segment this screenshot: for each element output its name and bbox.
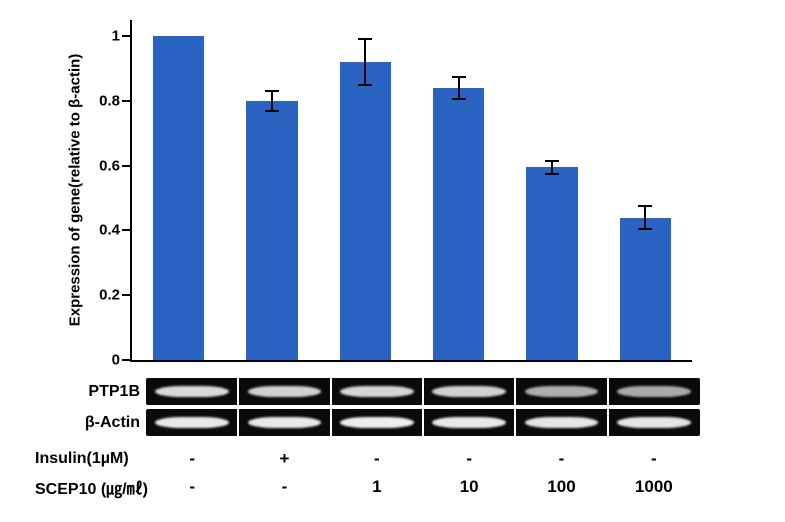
gel-band xyxy=(525,417,599,428)
condition-cell: 100 xyxy=(515,473,607,501)
conditions-section: Insulin(1µM)-+----SCEP10 (㎍/㎖)--11010010… xyxy=(35,445,735,501)
condition-cell: - xyxy=(608,445,700,473)
condition-cell: - xyxy=(238,473,330,501)
gel-band xyxy=(432,417,506,428)
gel-band xyxy=(617,417,691,428)
gel-lane xyxy=(146,409,238,436)
error-bar xyxy=(364,39,366,84)
bar xyxy=(340,62,391,360)
gel-band xyxy=(248,386,322,397)
condition-cell: - xyxy=(515,445,607,473)
gel-row-label: PTP1B xyxy=(35,378,146,405)
gel-lane xyxy=(515,409,607,436)
ytick-label: 1 xyxy=(112,28,120,45)
bar-chart: Expression of gene(relative to β-actin) … xyxy=(130,20,690,360)
error-bar xyxy=(271,91,273,110)
condition-cell: 10 xyxy=(423,473,515,501)
plot-area: 00.20.40.60.81 xyxy=(130,20,692,362)
error-cap xyxy=(545,160,559,162)
error-cap xyxy=(452,98,466,100)
ytick xyxy=(122,165,132,167)
gel-lane xyxy=(238,409,330,436)
ytick xyxy=(122,294,132,296)
gel-lane xyxy=(238,378,330,405)
gel-band xyxy=(525,386,599,397)
error-bar xyxy=(458,77,460,100)
ytick xyxy=(122,100,132,102)
gel-lane xyxy=(423,378,515,405)
error-bar xyxy=(644,206,646,229)
gel-lane xyxy=(608,409,700,436)
ytick xyxy=(122,359,132,361)
bar xyxy=(246,101,297,360)
condition-cell: + xyxy=(238,445,330,473)
gel-band xyxy=(617,386,691,397)
gel-band xyxy=(155,386,229,397)
gel-strip xyxy=(146,378,700,405)
figure-root: Expression of gene(relative to β-actin) … xyxy=(0,0,785,522)
gel-row-label: β-Actin xyxy=(35,409,146,436)
bar xyxy=(153,36,204,360)
error-cap xyxy=(358,84,372,86)
gel-lane xyxy=(331,409,423,436)
error-cap xyxy=(638,228,652,230)
bar xyxy=(433,88,484,360)
error-cap xyxy=(265,110,279,112)
bar xyxy=(526,167,577,360)
gel-strip xyxy=(146,409,700,436)
gel-lane xyxy=(331,378,423,405)
condition-row: Insulin(1µM)-+---- xyxy=(35,445,735,473)
condition-cell: 1000 xyxy=(608,473,700,501)
condition-cell: 1 xyxy=(331,473,423,501)
ytick xyxy=(122,229,132,231)
gel-lane xyxy=(423,409,515,436)
gel-lane xyxy=(146,378,238,405)
condition-cell: - xyxy=(146,473,238,501)
error-cap xyxy=(638,205,652,207)
error-cap xyxy=(545,173,559,175)
gel-section: PTP1B β-Actin xyxy=(35,378,735,440)
gel-band xyxy=(155,417,229,428)
bar xyxy=(620,218,671,360)
error-cap xyxy=(358,38,372,40)
gel-lane xyxy=(515,378,607,405)
gel-row: PTP1B xyxy=(35,378,735,405)
y-axis-label: Expression of gene(relative to β-actin) xyxy=(67,54,84,327)
ytick xyxy=(122,35,132,37)
gel-lane xyxy=(608,378,700,405)
ytick-label: 0.2 xyxy=(99,287,120,304)
condition-row: SCEP10 (㎍/㎖)--1101001000 xyxy=(35,473,735,501)
error-cap xyxy=(452,76,466,78)
ytick-label: 0 xyxy=(112,352,120,369)
gel-band xyxy=(432,386,506,397)
condition-cell: - xyxy=(331,445,423,473)
gel-row: β-Actin xyxy=(35,409,735,436)
condition-cell: - xyxy=(423,445,515,473)
ytick-label: 0.8 xyxy=(99,92,120,109)
gel-band xyxy=(340,417,414,428)
gel-band xyxy=(248,417,322,428)
ytick-label: 0.6 xyxy=(99,157,120,174)
error-cap xyxy=(265,90,279,92)
condition-cell: - xyxy=(146,445,238,473)
ytick-label: 0.4 xyxy=(99,222,120,239)
gel-band xyxy=(340,386,414,397)
